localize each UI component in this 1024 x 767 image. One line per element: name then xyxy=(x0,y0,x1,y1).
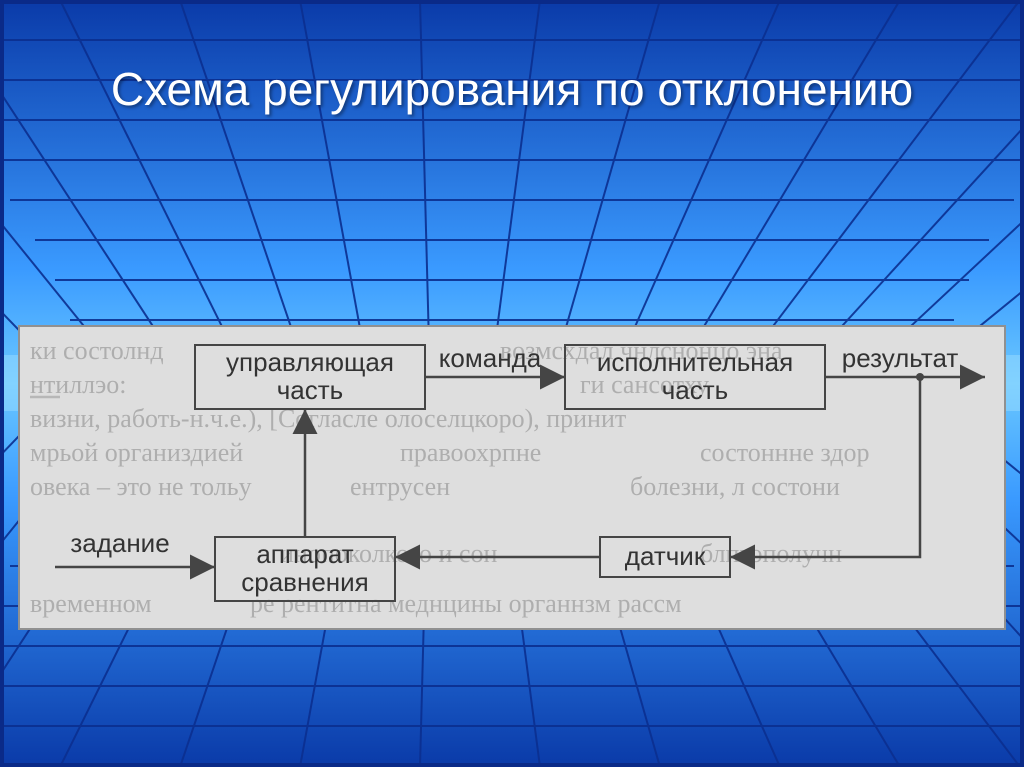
diagram-svg: ки состолнд возмсхдал чнлснонцо эна нтил… xyxy=(20,327,1004,628)
diagram-panel: ки состолнд возмсхдал чнлснонцо эна нтил… xyxy=(18,325,1006,630)
slide: Схема регулирования по отклонению ки сос… xyxy=(0,0,1024,767)
label-result: результат xyxy=(842,343,959,373)
label-input: задание xyxy=(70,528,169,558)
node-control-label-2: часть xyxy=(277,375,343,405)
node-sensor-label: датчик xyxy=(625,541,706,571)
node-executive-label-1: исполнительная xyxy=(597,347,793,377)
node-control-label-1: управляющая xyxy=(226,347,394,377)
svg-text:правоохрпне: правоохрпне xyxy=(400,438,541,467)
label-command: команда xyxy=(439,343,542,373)
svg-text:блпгополучн: блпгополучн xyxy=(700,539,842,568)
svg-text:ентрусен: ентрусен xyxy=(350,472,450,501)
svg-text:временном: временном xyxy=(30,589,152,618)
svg-text:состоннне здор: состоннне здор xyxy=(700,438,870,467)
slide-title: Схема регулирования по отклонению xyxy=(0,62,1024,117)
node-executive-label-2: часть xyxy=(662,375,728,405)
svg-text:нтиллэо:: нтиллэо: xyxy=(30,370,127,399)
svg-text:овека – это не тольу: овека – это не тольу xyxy=(30,472,252,501)
node-comparator-label-1: аппарат xyxy=(256,539,353,569)
node-comparator-label-2: сравнения xyxy=(241,567,369,597)
svg-text:ки состолнд: ки состолнд xyxy=(30,336,164,365)
svg-text:болезни, л состони: болезни, л состони xyxy=(630,472,840,501)
svg-text:мрьой организдией: мрьой организдией xyxy=(30,438,243,467)
